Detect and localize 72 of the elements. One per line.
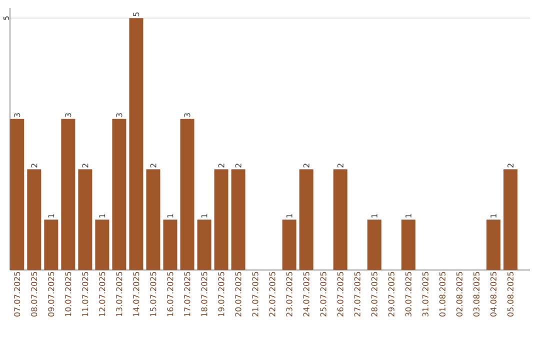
- bar: [486, 220, 500, 270]
- x-tick-label: 02.08.2025: [456, 272, 462, 316]
- x-tick-label: 07.07.2025: [14, 272, 20, 316]
- bar: [214, 169, 228, 270]
- data-label: 2: [150, 164, 156, 168]
- x-tick-label: 12.07.2025: [99, 272, 106, 316]
- data-label: 2: [337, 164, 344, 168]
- data-label: 1: [167, 214, 174, 218]
- data-label: 1: [99, 214, 106, 218]
- x-tick-label: 18.07.2025: [201, 272, 208, 316]
- data-label: 1: [201, 214, 208, 218]
- x-tick-label: 21.07.2025: [252, 272, 258, 316]
- data-label: 1: [371, 214, 378, 218]
- data-label: 1: [286, 214, 292, 218]
- bar: [197, 220, 212, 270]
- data-label: 2: [31, 164, 38, 168]
- x-tick-label: 01.08.2025: [439, 272, 446, 316]
- bar: [282, 220, 296, 270]
- bar: [367, 220, 382, 270]
- x-tick-label: 08.07.2025: [31, 272, 38, 316]
- bar: [61, 118, 76, 270]
- x-tick-label: 11.07.2025: [82, 272, 88, 316]
- data-label: 5: [133, 12, 140, 16]
- bar: [27, 169, 42, 270]
- data-label: 3: [14, 113, 20, 118]
- x-tick-label: 17.07.2025: [184, 272, 190, 316]
- x-tick-label: 26.07.2025: [337, 272, 344, 316]
- x-tick-label: 16.07.2025: [167, 272, 174, 316]
- data-label: 3: [184, 113, 190, 118]
- x-tick-label: 24.07.2025: [303, 272, 310, 316]
- x-tick-label: 13.07.2025: [116, 272, 122, 316]
- bar: [333, 169, 348, 270]
- x-tick-label: 04.08.2025: [490, 272, 496, 316]
- x-tick-label: 20.07.2025: [235, 272, 242, 316]
- bar: [112, 118, 126, 270]
- bar: [401, 220, 416, 270]
- x-tick-label: 03.08.2025: [473, 272, 480, 316]
- data-label: 1: [490, 214, 496, 218]
- data-label: 2: [303, 164, 310, 168]
- x-tick-label: 19.07.2025: [218, 272, 224, 316]
- data-label: 3: [65, 113, 72, 118]
- x-tick-label: 14.07.2025: [133, 272, 140, 316]
- x-tick-label: 29.07.2025: [388, 272, 394, 316]
- x-tick-label: 05.08.2025: [507, 272, 514, 316]
- data-label: 3: [116, 113, 122, 118]
- bar: [180, 118, 194, 270]
- x-tick-label: 10.07.2025: [65, 272, 72, 316]
- x-tick-label: 22.07.2025: [269, 272, 276, 316]
- data-label: 2: [218, 164, 224, 168]
- bar: [95, 220, 110, 270]
- x-tick-label: 27.07.2025: [354, 272, 360, 316]
- bar: [299, 169, 314, 270]
- bar: [163, 220, 178, 270]
- data-label: 1: [48, 214, 54, 218]
- data-label: 2: [507, 164, 514, 168]
- data-label: 2: [235, 164, 242, 168]
- x-tick-label: 30.07.2025: [405, 272, 412, 316]
- x-tick-label: 31.07.2025: [422, 272, 428, 316]
- x-tick-label: 23.07.2025: [286, 272, 292, 316]
- x-tick-label: 28.07.2025: [371, 272, 378, 316]
- x-tick-label: 15.07.2025: [150, 272, 156, 316]
- bar: [231, 169, 246, 270]
- bar: [146, 169, 160, 270]
- x-tick-label: 09.07.2025: [48, 272, 54, 316]
- bar: [503, 169, 518, 270]
- x-tick-label: 25.07.2025: [320, 272, 326, 316]
- bar: [78, 169, 92, 270]
- bar: [10, 118, 24, 270]
- bar: [44, 220, 58, 270]
- data-label: 2: [82, 164, 88, 168]
- data-label: 1: [405, 214, 412, 218]
- bar: [129, 18, 144, 270]
